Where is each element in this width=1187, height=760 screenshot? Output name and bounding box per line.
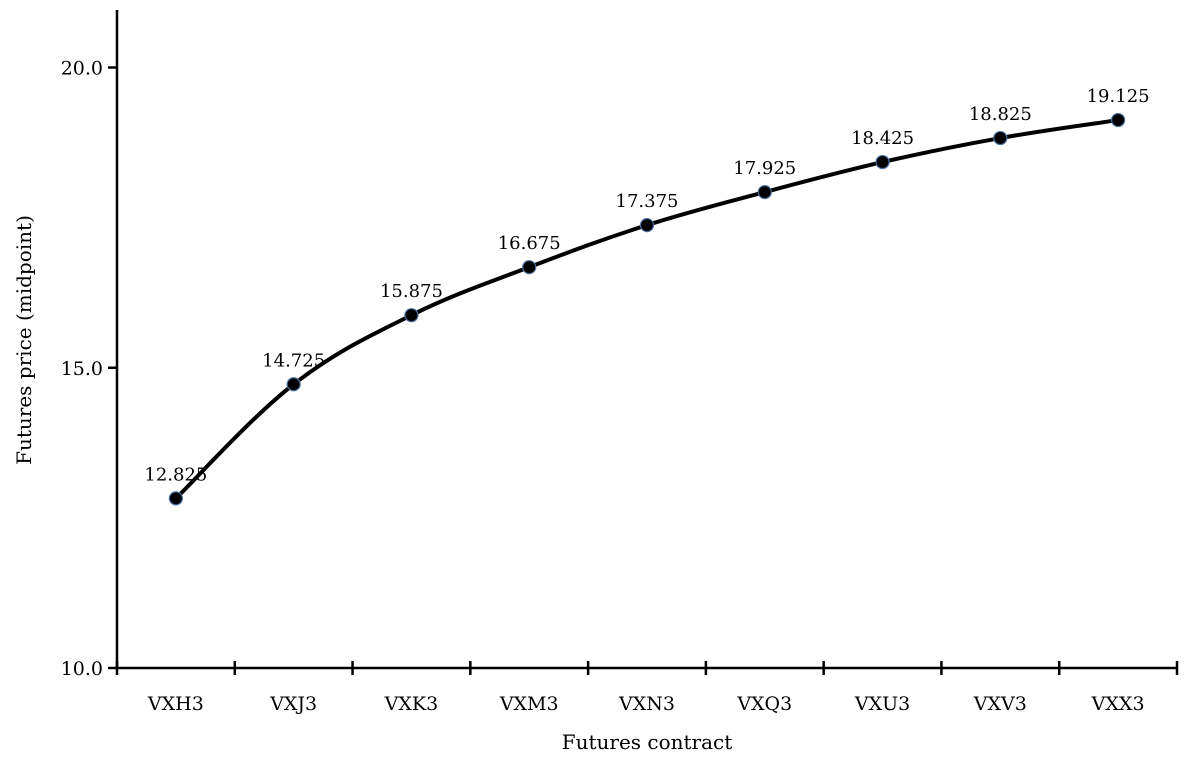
series-line xyxy=(174,118,1119,500)
x-tick-label: VXU3 xyxy=(854,693,910,715)
x-axis-title: Futures contract xyxy=(562,730,733,754)
data-point xyxy=(522,260,537,275)
y-tick-label: 15.0 xyxy=(61,358,103,380)
x-tick-label: VXN3 xyxy=(618,693,675,715)
series-layer xyxy=(168,112,1126,506)
y-tick-label: 10.0 xyxy=(61,658,103,680)
data-point xyxy=(875,154,890,170)
x-tick-label: VXJ3 xyxy=(269,693,317,715)
x-tick-label: VXV3 xyxy=(973,693,1027,715)
data-label: 12.825 xyxy=(144,464,207,485)
data-point xyxy=(757,185,772,200)
data-label: 16.675 xyxy=(498,233,561,254)
x-tick-label: VXQ3 xyxy=(736,693,792,715)
data-label: 17.925 xyxy=(733,158,796,179)
x-tick-label: VXH3 xyxy=(147,693,204,715)
y-tick-label: 20.0 xyxy=(61,58,103,80)
data-label: 19.125 xyxy=(1087,86,1150,107)
data-point xyxy=(404,308,419,323)
data-label: 14.725 xyxy=(262,350,325,371)
data-point xyxy=(286,377,301,392)
data-point xyxy=(168,491,183,506)
data-point xyxy=(1111,112,1126,128)
data-point xyxy=(993,130,1008,146)
y-axis-title: Futures price (midpoint) xyxy=(12,215,36,465)
x-tick-label: VXK3 xyxy=(384,693,439,715)
data-point xyxy=(639,218,655,233)
data-label: 18.825 xyxy=(969,104,1032,125)
data-label: 17.375 xyxy=(616,191,679,212)
data-label: 18.425 xyxy=(851,128,914,149)
labels-layer: 12.825 14.725 15.875 16.675 17.375 17.925 18.4… xyxy=(144,86,1149,485)
axes-layer: 10.0 15.0 20.0 VXH3 VXJ3 VXK3 VXM3 VXN3 VXQ3 VXU3… xyxy=(61,10,1179,715)
x-tick-label: VXX3 xyxy=(1091,693,1145,715)
x-tick-label: VXM3 xyxy=(499,693,559,715)
data-label: 15.875 xyxy=(380,281,443,302)
